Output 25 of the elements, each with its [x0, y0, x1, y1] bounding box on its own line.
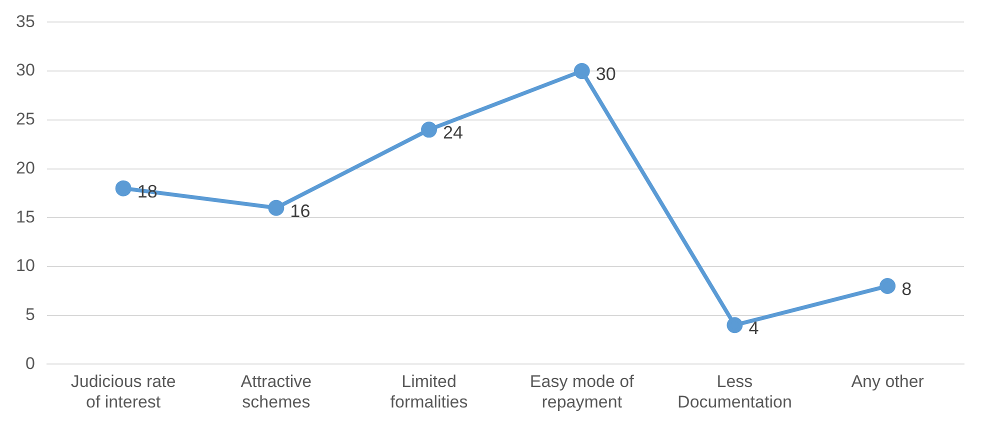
point: [880, 278, 896, 294]
y-tick-label: 10: [16, 256, 35, 276]
y-tick-label: 5: [25, 305, 35, 324]
point: [421, 122, 438, 138]
y-tick-label: 30: [16, 60, 35, 80]
x-tick-label: Less Documentation: [678, 372, 792, 412]
x-tick-label: Limited formalities: [390, 372, 468, 412]
data-label: 4: [748, 318, 759, 338]
y-tick-label: 15: [16, 207, 35, 226]
y-tick-label: 35: [16, 12, 35, 31]
data-label: 16: [290, 200, 310, 221]
y-tick-label: 0: [25, 354, 35, 373]
data-label: 30: [596, 64, 616, 84]
x-tick-label: Judicious rate of interest: [70, 372, 176, 412]
data-label: 24: [443, 122, 464, 143]
y-tick-label: 20: [16, 158, 35, 178]
x-tick-label: Any other: [851, 372, 924, 392]
x-tick-label: Easy mode of repayment: [530, 372, 634, 412]
point: [726, 317, 743, 334]
point: [115, 180, 132, 196]
data-label: 8: [902, 278, 912, 299]
y-tick-label: 25: [16, 110, 35, 129]
point: [574, 63, 590, 80]
x-tick-label: Attractive schemes: [240, 372, 312, 412]
point: [268, 200, 284, 216]
